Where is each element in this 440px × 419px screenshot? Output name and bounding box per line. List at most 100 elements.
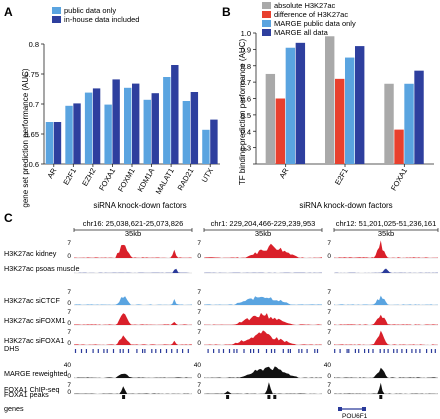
signal-area <box>334 295 438 305</box>
dhs-mark <box>97 349 99 353</box>
panel-a-ylabel: gene set prediction performance (AUC) <box>21 68 30 208</box>
track-ymin: 0 <box>197 389 201 396</box>
x-tick-label: EZH2 <box>80 167 97 188</box>
signal-area <box>74 244 192 258</box>
signal-area <box>334 268 438 273</box>
track-ymax: 7 <box>327 240 331 247</box>
y-tick-label: 0.5 <box>241 111 251 120</box>
dhs-mark <box>182 349 184 353</box>
dhs-mark <box>228 349 231 353</box>
bar-foxa1-series-2 <box>404 83 414 164</box>
bar-e2f1-series-2 <box>345 57 355 164</box>
bar-ar-series-0 <box>45 122 54 164</box>
signal-area <box>204 312 322 325</box>
track-label: H3K27ac siFOXA1 <box>4 336 64 345</box>
track-ymax: 7 <box>67 240 71 247</box>
legend-swatch <box>262 11 271 18</box>
peak-mark <box>273 395 277 399</box>
signal-area <box>204 330 322 345</box>
track-ymin: 0 <box>67 389 71 396</box>
bar-ar-series-0 <box>265 73 276 164</box>
dhs-mark <box>339 349 341 353</box>
y-tick-label: 0.75 <box>24 70 39 79</box>
dhs-mark <box>119 349 121 353</box>
bar-ezh2-series-0 <box>84 92 93 164</box>
panel-letter-b: B <box>222 5 231 19</box>
bar-e2f1-series-1 <box>73 103 81 164</box>
legend-label: MARGE all data <box>274 28 329 37</box>
dhs-mark <box>92 349 94 353</box>
x-tick-label: MALAT1 <box>154 167 176 196</box>
gene-label: POU6F1 <box>342 413 368 419</box>
dhs-mark <box>253 349 255 353</box>
peak-mark <box>379 395 383 399</box>
track-ymax: 40 <box>64 362 72 369</box>
dhs-mark <box>401 349 403 353</box>
dhs-mark <box>314 349 316 353</box>
x-tick-label: UTX <box>200 167 215 184</box>
peak-mark <box>122 395 126 399</box>
track-ymax: 7 <box>197 240 201 247</box>
track-ymin: 0 <box>67 300 71 307</box>
track-ymin: 0 <box>327 389 331 396</box>
scale-label: 35kb <box>125 229 141 238</box>
dhs-mark <box>316 349 319 353</box>
dhs-mark <box>298 349 300 353</box>
dhs-mark <box>144 349 146 353</box>
bar-ezh2-series-1 <box>92 88 101 164</box>
track-ymax: 7 <box>197 309 201 316</box>
x-tick-label: RAD21 <box>176 167 196 192</box>
dhs-mark <box>368 349 370 353</box>
track-ymin: 0 <box>67 373 71 380</box>
bar-malat1-series-0 <box>163 77 171 164</box>
dhs-mark <box>160 349 162 353</box>
track-ymin: 0 <box>327 373 331 380</box>
track-ymax: 7 <box>197 329 201 336</box>
dhs-mark <box>430 349 433 353</box>
bar-foxa1-series-1 <box>112 79 120 164</box>
track-label: H3K27ac kidney <box>4 249 57 258</box>
dhs-mark <box>112 349 115 353</box>
signal-area <box>74 386 192 394</box>
dhs-mark <box>411 349 413 353</box>
track-label: H3K27ac siFOXM1 <box>4 316 66 325</box>
bar-e2f1-series-1 <box>335 78 345 164</box>
track-ymin: 0 <box>327 300 331 307</box>
peak-mark <box>226 395 230 399</box>
x-tick-label: E2F1 <box>61 167 78 187</box>
dhs-mark <box>233 349 235 353</box>
dhs-mark <box>301 349 303 353</box>
legend-label: in-house data included <box>64 15 139 24</box>
signal-area <box>204 243 322 258</box>
dhs-mark <box>142 349 144 353</box>
track-ymax: 7 <box>327 382 331 389</box>
track-label: MARGE reweighted <box>4 369 68 378</box>
dhs-mark <box>122 349 124 353</box>
bar-kdm1a-series-1 <box>151 93 159 164</box>
bar-utx-series-1 <box>210 119 218 164</box>
bar-e2f1-series-0 <box>325 36 335 164</box>
dhs-mark <box>218 349 220 353</box>
y-tick-label: 0.7 <box>241 78 251 87</box>
dhs-mark <box>250 349 252 353</box>
dhs-mark <box>372 349 374 353</box>
dhs-mark <box>243 349 245 353</box>
signal-area <box>334 382 438 394</box>
track-ymin: 0 <box>197 373 201 380</box>
legend-label: absolute H3K27ac <box>274 1 336 10</box>
signal-area <box>74 268 192 273</box>
signal-area <box>204 296 322 305</box>
dhs-mark <box>106 349 108 353</box>
dhs-mark <box>270 349 273 353</box>
bar-ar-series-1 <box>275 98 286 164</box>
track-label: DHS <box>4 344 19 353</box>
dhs-mark <box>265 349 268 353</box>
bar-ar-series-2 <box>285 47 296 164</box>
track-ymax: 7 <box>67 382 71 389</box>
panel-b-ylabel: TF binding prediction performance (AUC) <box>238 39 247 186</box>
dhs-mark <box>171 349 173 353</box>
y-tick-label: 0.7 <box>29 100 39 109</box>
track-ymax: 7 <box>197 289 201 296</box>
